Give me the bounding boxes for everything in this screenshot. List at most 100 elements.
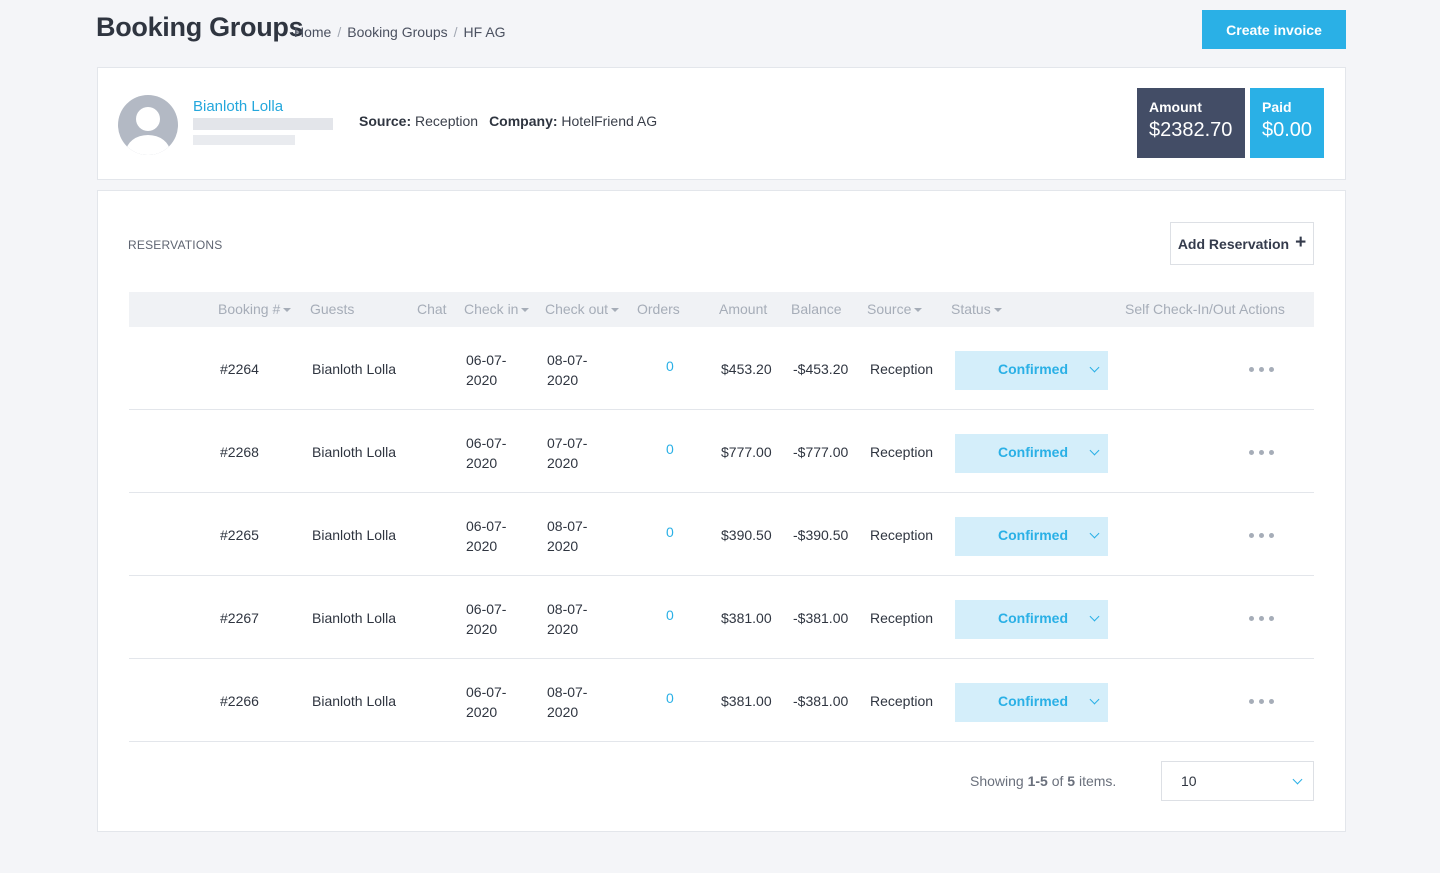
check-out-date: 07-07- 2020	[547, 433, 587, 473]
date-part: 06-07-	[466, 684, 507, 700]
column-header-balance: Balance	[791, 301, 842, 317]
status-label: Confirmed	[998, 527, 1068, 543]
company-value: HotelFriend AG	[561, 113, 658, 129]
balance-value: -$453.20	[793, 361, 849, 377]
booking-number[interactable]: #2264	[220, 361, 259, 377]
create-invoice-button[interactable]: Create invoice	[1202, 10, 1346, 49]
chevron-down-icon	[1089, 694, 1100, 705]
column-header-status[interactable]: Status	[951, 301, 1002, 317]
amount-value: $381.00	[721, 693, 772, 709]
amount-stat: Amount $2382.70	[1137, 88, 1245, 158]
row-actions-menu[interactable]	[1249, 533, 1274, 538]
guest-name: Bianloth Lolla	[312, 610, 397, 626]
column-header-guests: Guests	[310, 301, 355, 317]
chevron-down-icon	[1292, 774, 1303, 785]
status-label: Confirmed	[998, 610, 1068, 626]
amount-label: Amount	[1149, 99, 1202, 115]
pagination-items-word: items.	[1078, 773, 1117, 789]
source-value: Reception	[870, 527, 934, 543]
source-value: Reception	[870, 693, 934, 709]
status-dropdown[interactable]: Confirmed	[955, 434, 1108, 473]
sort-caret-icon	[521, 308, 530, 313]
more-dot-icon	[1259, 533, 1264, 538]
avatar-head-shape	[136, 107, 160, 131]
column-header-amount: Amount	[719, 301, 768, 317]
page-size-select[interactable]: 10	[1161, 761, 1314, 801]
check-out-date: 08-07- 2020	[547, 599, 587, 639]
check-out-date: 08-07- 2020	[547, 682, 587, 722]
breadcrumb-home[interactable]: Home	[294, 24, 332, 40]
orders-count-link[interactable]: 0	[666, 358, 674, 374]
orders-count-link[interactable]: 0	[666, 690, 674, 706]
page-title: Booking Groups	[96, 12, 304, 42]
more-dot-icon	[1249, 533, 1254, 538]
orders-count-link[interactable]: 0	[666, 441, 674, 457]
more-dot-icon	[1259, 367, 1264, 372]
pagination-of-word: of	[1051, 773, 1064, 789]
pagination-summary: Showing 1-5 of 5 items.	[970, 773, 1116, 789]
table-row[interactable]: #2264 Bianloth Lolla 06-07- 2020 08-07- 2020 0…	[129, 327, 1314, 410]
orders-count-link[interactable]: 0	[666, 607, 674, 623]
reservations-title: RESERVATIONS	[128, 238, 223, 252]
date-part: 08-07-	[547, 684, 588, 700]
source-label: Source:	[359, 113, 412, 129]
table-row[interactable]: #2266 Bianloth Lolla 06-07- 2020 08-07- 2020 0…	[129, 659, 1314, 742]
column-header-label: Booking #	[218, 301, 281, 317]
avatar	[118, 95, 178, 155]
pagination-range: 1-5	[1027, 773, 1048, 789]
status-dropdown[interactable]: Confirmed	[955, 683, 1108, 722]
booking-number[interactable]: #2266	[220, 693, 259, 709]
status-dropdown[interactable]: Confirmed	[955, 600, 1108, 639]
column-header-source[interactable]: Source	[867, 301, 923, 317]
paid-value: $0.00	[1262, 119, 1313, 141]
guest-name: Bianloth Lolla	[312, 527, 397, 543]
more-dot-icon	[1249, 616, 1254, 621]
column-header-check-out[interactable]: Check out	[545, 301, 620, 317]
date-part: 06-07-	[466, 518, 507, 534]
date-part: 06-07-	[466, 601, 507, 617]
balance-value: -$390.50	[793, 527, 849, 543]
status-dropdown[interactable]: Confirmed	[955, 517, 1108, 556]
source-value: Reception	[870, 610, 934, 626]
amount-value: $453.20	[721, 361, 772, 377]
orders-count-link[interactable]: 0	[666, 524, 674, 540]
amount-value: $390.50	[721, 527, 772, 543]
pagination-showing-word: Showing	[970, 773, 1024, 789]
table-row[interactable]: #2265 Bianloth Lolla 06-07- 2020 08-07- 2020 0…	[129, 493, 1314, 576]
date-year: 2020	[466, 704, 498, 720]
add-reservation-label: Add Reservation	[1177, 235, 1290, 252]
date-year: 2020	[466, 621, 498, 637]
balance-value: -$381.00	[793, 610, 849, 626]
row-actions-menu[interactable]	[1249, 367, 1274, 372]
booking-number[interactable]: #2267	[220, 610, 259, 626]
check-in-date: 06-07- 2020	[466, 682, 506, 722]
source-value: Reception	[870, 361, 934, 377]
date-year: 2020	[547, 538, 579, 554]
guest-name: Bianloth Lolla	[312, 444, 397, 460]
more-dot-icon	[1269, 450, 1274, 455]
more-dot-icon	[1259, 699, 1264, 704]
add-reservation-button[interactable]: Add Reservation +	[1170, 222, 1314, 265]
date-year: 2020	[466, 538, 498, 554]
table-header: Booking # Guests Chat Check in Check out…	[129, 292, 1314, 327]
status-dropdown[interactable]: Confirmed	[955, 351, 1108, 390]
date-year: 2020	[547, 455, 579, 471]
amount-value: $2382.70	[1149, 119, 1233, 141]
column-header-check-in[interactable]: Check in	[464, 301, 530, 317]
more-dot-icon	[1249, 367, 1254, 372]
booking-number[interactable]: #2268	[220, 444, 259, 460]
column-header-booking[interactable]: Booking #	[218, 301, 292, 317]
table-row[interactable]: #2268 Bianloth Lolla 06-07- 2020 07-07- 2020 0…	[129, 410, 1314, 493]
date-year: 2020	[547, 621, 579, 637]
row-actions-menu[interactable]	[1249, 450, 1274, 455]
booking-number[interactable]: #2265	[220, 527, 259, 543]
table-row[interactable]: #2267 Bianloth Lolla 06-07- 2020 08-07- 2020 0…	[129, 576, 1314, 659]
guest-name-link[interactable]: Bianloth Lolla	[193, 98, 284, 115]
amount-value: $381.00	[721, 610, 772, 626]
status-label: Confirmed	[998, 361, 1068, 377]
row-actions-menu[interactable]	[1249, 699, 1274, 704]
avatar-body-shape	[126, 135, 170, 155]
breadcrumb-booking-groups[interactable]: Booking Groups	[347, 24, 448, 40]
status-label: Confirmed	[998, 693, 1068, 709]
row-actions-menu[interactable]	[1249, 616, 1274, 621]
